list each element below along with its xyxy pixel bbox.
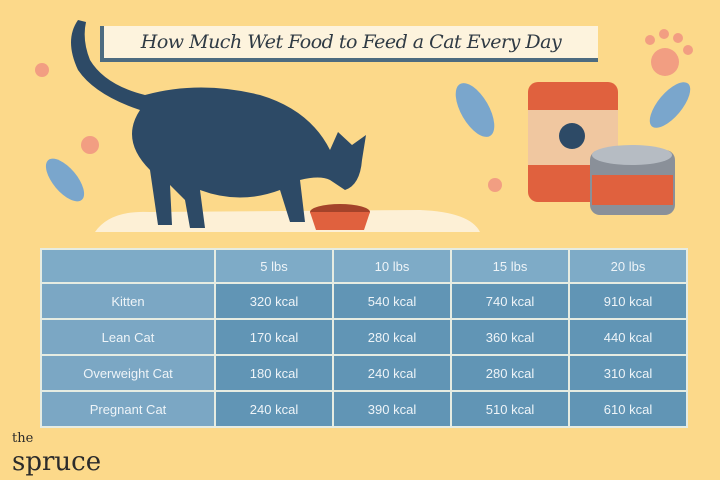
food-bowl-icon	[310, 204, 370, 230]
logo-line2: spruce	[12, 447, 102, 477]
table-cell: 390 kcal	[334, 392, 450, 426]
table-cell: 170 kcal	[216, 320, 332, 354]
spruce-logo: the spruce	[12, 431, 102, 478]
row-label: Lean Cat	[42, 320, 214, 354]
table-cell: 180 kcal	[216, 356, 332, 390]
table-cell: 310 kcal	[570, 356, 686, 390]
table-cell: 280 kcal	[452, 356, 568, 390]
column-header: 20 lbs	[570, 250, 686, 282]
column-header: 15 lbs	[452, 250, 568, 282]
table-row: Pregnant Cat 240 kcal 390 kcal 510 kcal …	[42, 392, 686, 426]
table-row: Kitten 320 kcal 540 kcal 740 kcal 910 kc…	[42, 284, 686, 318]
column-header: 5 lbs	[216, 250, 332, 282]
table-cell: 610 kcal	[570, 392, 686, 426]
table-cell: 510 kcal	[452, 392, 568, 426]
logo-line1: the	[12, 431, 34, 446]
column-header	[42, 250, 214, 282]
paw-print-icon	[35, 29, 693, 192]
table-cell: 280 kcal	[334, 320, 450, 354]
calorie-table: 5 lbs 10 lbs 15 lbs 20 lbs Kitten 320 kc…	[40, 248, 688, 428]
column-header: 10 lbs	[334, 250, 450, 282]
table-cell: 240 kcal	[216, 392, 332, 426]
row-label: Overweight Cat	[42, 356, 214, 390]
table-cell: 240 kcal	[334, 356, 450, 390]
table-cell: 740 kcal	[452, 284, 568, 318]
table-row: Overweight Cat 180 kcal 240 kcal 280 kca…	[42, 356, 686, 390]
table-row: Lean Cat 170 kcal 280 kcal 360 kcal 440 …	[42, 320, 686, 354]
table-cell: 910 kcal	[570, 284, 686, 318]
fish-icon	[45, 82, 691, 202]
cat-icon	[71, 20, 366, 228]
table-cell: 440 kcal	[570, 320, 686, 354]
row-label: Pregnant Cat	[42, 392, 214, 426]
row-label: Kitten	[42, 284, 214, 318]
page-title: How Much Wet Food to Feed a Cat Every Da…	[140, 31, 562, 53]
cat-food-can-icon	[528, 82, 675, 215]
table-cell: 540 kcal	[334, 284, 450, 318]
table-header-row: 5 lbs 10 lbs 15 lbs 20 lbs	[42, 250, 686, 282]
table-cell: 360 kcal	[452, 320, 568, 354]
title-banner: How Much Wet Food to Feed a Cat Every Da…	[100, 26, 598, 62]
table-cell: 320 kcal	[216, 284, 332, 318]
